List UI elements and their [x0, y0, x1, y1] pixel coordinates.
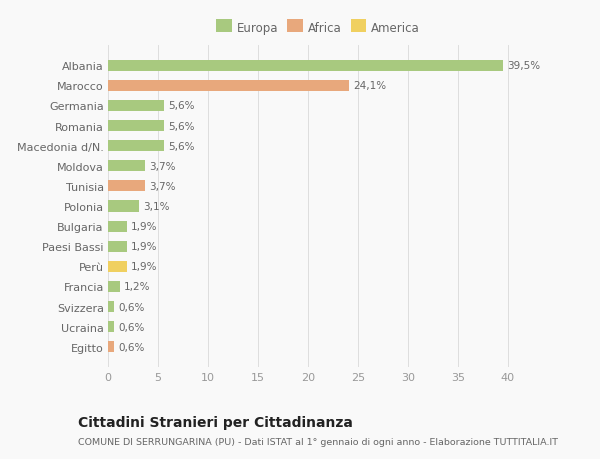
Text: 1,2%: 1,2% [124, 282, 151, 292]
Text: 3,1%: 3,1% [143, 202, 170, 212]
Text: 1,9%: 1,9% [131, 222, 157, 232]
Text: 3,7%: 3,7% [149, 162, 176, 171]
Text: 39,5%: 39,5% [507, 61, 540, 71]
Text: 0,6%: 0,6% [118, 322, 145, 332]
Bar [108, 101, 164, 112]
Bar [108, 281, 120, 292]
Text: 5,6%: 5,6% [168, 121, 194, 131]
Text: 5,6%: 5,6% [168, 141, 194, 151]
Bar [108, 61, 503, 72]
Text: COMUNE DI SERRUNGARINA (PU) - Dati ISTAT al 1° gennaio di ogni anno - Elaborazio: COMUNE DI SERRUNGARINA (PU) - Dati ISTAT… [78, 437, 558, 446]
Text: 1,9%: 1,9% [131, 262, 157, 272]
Text: 24,1%: 24,1% [353, 81, 386, 91]
Bar [108, 141, 164, 152]
Text: 5,6%: 5,6% [168, 101, 194, 111]
Bar [108, 261, 127, 272]
Bar [108, 321, 114, 332]
Bar [108, 221, 127, 232]
Bar [108, 341, 114, 353]
Bar [108, 201, 139, 212]
Text: 1,9%: 1,9% [131, 242, 157, 252]
Text: 3,7%: 3,7% [149, 181, 176, 191]
Bar [108, 81, 349, 92]
Bar [108, 121, 164, 132]
Text: Cittadini Stranieri per Cittadinanza: Cittadini Stranieri per Cittadinanza [78, 415, 353, 429]
Bar [108, 302, 114, 313]
Text: 0,6%: 0,6% [118, 302, 145, 312]
Text: 0,6%: 0,6% [118, 342, 145, 352]
Legend: Europa, Africa, America: Europa, Africa, America [214, 20, 422, 37]
Bar [108, 241, 127, 252]
Bar [108, 181, 145, 192]
Bar [108, 161, 145, 172]
